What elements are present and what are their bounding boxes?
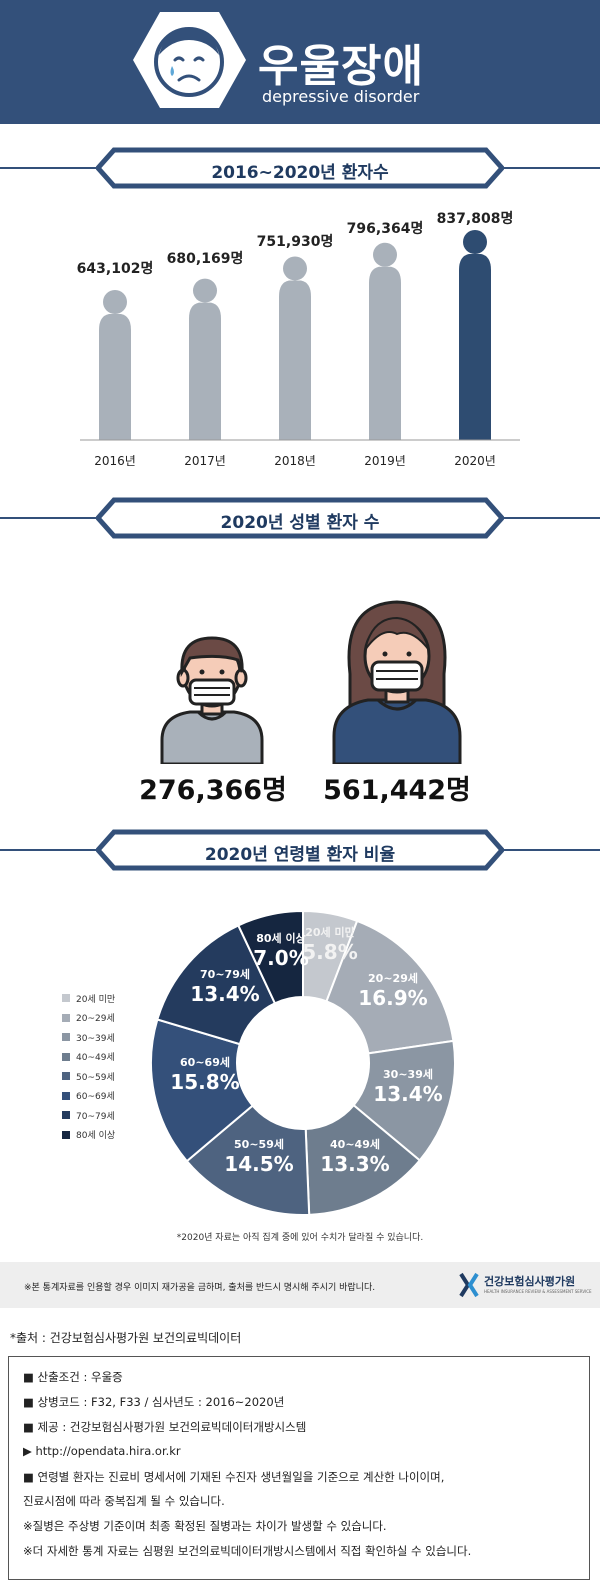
value-label-2018: 751,930명 bbox=[256, 234, 334, 250]
slice-label-under20: 20세 미만 5.8% bbox=[302, 926, 358, 964]
info-line: ※더 자세한 통계 자료는 심평원 보건의료빅데이터개방시스템에서 직접 확인하… bbox=[23, 1544, 472, 1558]
legend-item: 60~69세 bbox=[62, 1089, 115, 1103]
slice-label-50s: 50~59세 14.5% bbox=[224, 1138, 294, 1176]
notice-text: ※본 통계자료를 인용할 경우 이미지 재가공을 금하며, 출처를 반드시 명시… bbox=[24, 1283, 376, 1293]
info-box: ■ 산출조건 : 우울증 ■ 상병코드 : F32, F33 / 심사년도 : … bbox=[8, 1356, 590, 1580]
year-label-2020: 2020년 bbox=[454, 454, 496, 468]
legend-label: 60~69세 bbox=[76, 1092, 115, 1102]
divider-line bbox=[500, 849, 600, 851]
divider-line bbox=[0, 849, 100, 851]
legend-item: 80세 이상 bbox=[62, 1128, 115, 1142]
legend-swatch bbox=[62, 1091, 70, 1100]
info-line: ■ 상병코드 : F32, F33 / 심사년도 : 2016~2020년 bbox=[23, 1395, 285, 1409]
source-text: *출처 : 건강보험심사평가원 보건의료빅데이터 bbox=[10, 1331, 242, 1345]
year-label-2019: 2019년 bbox=[364, 454, 406, 468]
year-label-2018: 2018년 bbox=[274, 454, 316, 468]
info-line: ■ 제공 : 건강보험심사평가원 보건의료빅데이터개방시스템 bbox=[23, 1420, 307, 1434]
legend-label: 20~29세 bbox=[76, 1014, 115, 1024]
sad-face-icon bbox=[133, 12, 246, 108]
male-count: 276,366명 bbox=[139, 775, 287, 806]
bar-2020년 bbox=[459, 230, 491, 440]
slice-label-40s: 40~49세 13.3% bbox=[320, 1138, 390, 1176]
org-english-name: HEALTH INSURANCE REVIEW & ASSESSMENT SER… bbox=[484, 1289, 592, 1294]
bar-2016년 bbox=[99, 290, 131, 440]
divider-line bbox=[500, 167, 600, 169]
slice-label-20s: 20~29세 16.9% bbox=[358, 972, 428, 1010]
value-label-2016: 643,102명 bbox=[76, 261, 154, 277]
legend-label: 40~49세 bbox=[76, 1053, 115, 1063]
slice-label-30s: 30~39세 13.4% bbox=[373, 1068, 443, 1106]
legend-swatch bbox=[62, 1072, 70, 1080]
bar-2017년 bbox=[189, 278, 221, 440]
legend-item: 30~39세 bbox=[62, 1030, 115, 1044]
legend-swatch bbox=[62, 1111, 70, 1119]
legend-swatch bbox=[62, 1130, 70, 1139]
section-title-age: 2020년 연령별 환자 비율 bbox=[204, 845, 396, 865]
divider-line bbox=[0, 517, 100, 519]
yearly-patient-chart bbox=[80, 230, 520, 441]
legend-item: 40~49세 bbox=[62, 1050, 115, 1064]
org-name: 건강보험심사평가원 bbox=[484, 1275, 576, 1288]
section-title-yearly: 2016~2020년 환자수 bbox=[211, 163, 389, 183]
legend-item: 50~59세 bbox=[62, 1069, 115, 1083]
divider-line bbox=[0, 167, 100, 169]
slice-label-60s: 60~69세 15.8% bbox=[170, 1056, 240, 1094]
value-label-2017: 680,169명 bbox=[166, 251, 244, 267]
opendata-link[interactable]: ▶ http://opendata.hira.or.kr bbox=[23, 1444, 181, 1458]
slice-label-80plus: 80세 이상 7.0% bbox=[253, 932, 309, 970]
slice-20~29세 bbox=[325, 919, 455, 1055]
legend-swatch bbox=[62, 1013, 70, 1022]
legend-label: 30~39세 bbox=[76, 1033, 115, 1044]
header-banner bbox=[0, 0, 600, 124]
section-title-gender: 2020년 성별 환자 수 bbox=[220, 513, 380, 533]
slice-80세 이상 bbox=[237, 909, 304, 1005]
legend-item: 20~29세 bbox=[62, 1011, 115, 1025]
female-count: 561,442명 bbox=[323, 775, 471, 806]
pie-footnote: *2020년 자료는 아직 집계 중에 있어 수치가 달라질 수 있습니다. bbox=[176, 1233, 424, 1243]
info-line: ■ 연령별 환자는 진료비 명세서에 기재된 수진자 생년월일을 기준으로 계산… bbox=[23, 1470, 445, 1484]
page-subtitle: depressive disorder bbox=[262, 87, 420, 106]
value-label-2019: 796,364명 bbox=[346, 221, 424, 237]
hira-logo-icon bbox=[459, 1272, 479, 1298]
legend-item: 70~79세 bbox=[62, 1108, 115, 1122]
legend-swatch bbox=[62, 994, 70, 1002]
legend-label: 50~59세 bbox=[76, 1072, 115, 1083]
year-label-2016: 2016년 bbox=[94, 454, 136, 468]
notice-bar bbox=[0, 1262, 600, 1308]
legend-label: 20세 미만 bbox=[76, 994, 116, 1005]
value-label-2020: 837,808명 bbox=[436, 211, 514, 227]
info-line: ■ 산출조건 : 우울증 bbox=[23, 1370, 123, 1384]
age-donut-chart bbox=[150, 909, 456, 1216]
legend-label: 70~79세 bbox=[76, 1111, 115, 1122]
bar-2018년 bbox=[279, 256, 311, 440]
slice-60~69세 bbox=[150, 1018, 254, 1163]
bar-2019년 bbox=[369, 242, 401, 440]
page-title: 우울장애 bbox=[258, 41, 424, 92]
legend-item: 20세 미만 bbox=[62, 991, 115, 1005]
male-patient-mask-icon bbox=[160, 636, 264, 764]
legend-swatch bbox=[62, 1033, 70, 1041]
slice-label-70s: 70~79세 13.4% bbox=[190, 968, 260, 1006]
legend-swatch bbox=[62, 1052, 70, 1061]
info-line: 진료시점에 따라 중복집계 될 수 있습니다. bbox=[23, 1494, 225, 1508]
female-patient-mask-icon bbox=[332, 600, 462, 764]
info-line: ※질병은 주상병 기준이며 최종 확정된 질병과는 차이가 발생할 수 있습니다… bbox=[23, 1519, 387, 1533]
slice-50~59세 bbox=[185, 1104, 311, 1216]
legend-label: 80세 이상 bbox=[76, 1131, 116, 1141]
divider-line bbox=[500, 517, 600, 519]
year-label-2017: 2017년 bbox=[184, 454, 226, 468]
